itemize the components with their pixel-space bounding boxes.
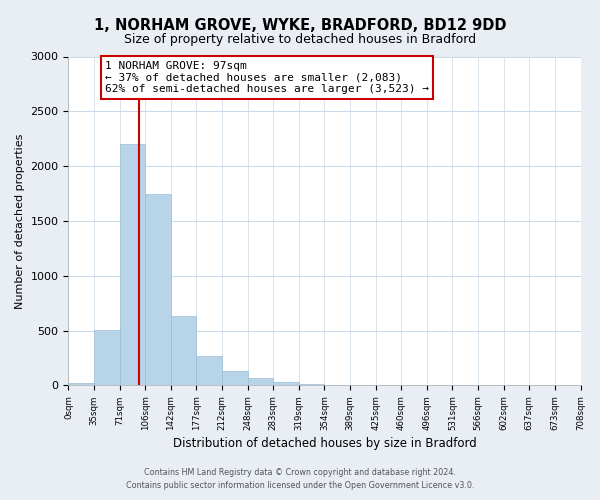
Bar (222, 371, 248, 386)
Bar (68, 384, 94, 386)
Bar (171, 316, 196, 386)
Bar (325, 385, 350, 386)
Bar (145, 194, 171, 386)
Bar (248, 378, 273, 386)
Bar (119, 144, 145, 386)
Bar (196, 356, 222, 386)
Text: 1, NORHAM GROVE, WYKE, BRADFORD, BD12 9DD: 1, NORHAM GROVE, WYKE, BRADFORD, BD12 9D… (94, 18, 506, 32)
X-axis label: Distribution of detached houses by size in Bradford: Distribution of detached houses by size … (173, 437, 476, 450)
Bar (94, 330, 119, 386)
Y-axis label: Number of detached properties: Number of detached properties (15, 134, 25, 308)
Text: 1 NORHAM GROVE: 97sqm
← 37% of detached houses are smaller (2,083)
62% of semi-d: 1 NORHAM GROVE: 97sqm ← 37% of detached … (105, 61, 429, 94)
Bar (273, 382, 299, 386)
Bar (299, 384, 325, 386)
Text: Contains HM Land Registry data © Crown copyright and database right 2024.
Contai: Contains HM Land Registry data © Crown c… (126, 468, 474, 489)
Text: Size of property relative to detached houses in Bradford: Size of property relative to detached ho… (124, 32, 476, 46)
